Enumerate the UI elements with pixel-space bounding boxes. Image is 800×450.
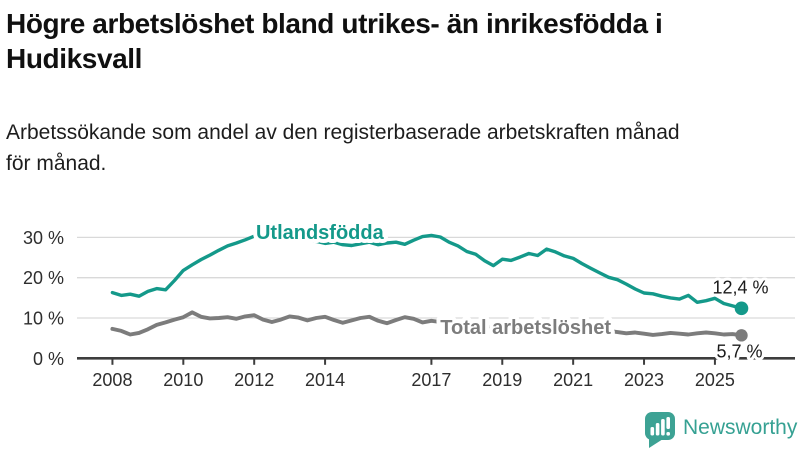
series-label-1: Total arbetslöshet — [440, 317, 611, 339]
series-value-label-0: 12,4 % — [712, 277, 768, 297]
newsworthy-wordmark: Newsworthy — [683, 416, 798, 439]
series-line-0 — [110, 229, 744, 310]
series-label-0: Utlandsfödda — [256, 222, 385, 244]
series-value-label-1: 5,7 % — [716, 341, 762, 361]
x-tick-label: 2008 — [92, 370, 132, 390]
x-tick-label: 2012 — [234, 370, 274, 390]
chart-title-line-2: Hudiksvall — [6, 43, 143, 74]
x-tick-label: 2021 — [553, 370, 593, 390]
chart-title-line-1: Högre arbetslöshet bland utrikes- än inr… — [6, 8, 663, 39]
x-tick-label: 2014 — [305, 370, 345, 390]
newsworthy-logo: Newsworthy — [645, 412, 798, 448]
series-end-dot-1 — [735, 329, 748, 342]
x-tick-label: 2017 — [411, 370, 451, 390]
newsworthy-icon — [645, 412, 675, 448]
y-tick-label: 10 % — [23, 309, 64, 329]
x-tick-label: 2025 — [695, 370, 735, 390]
series-end-dot-0 — [734, 301, 749, 316]
x-tick-label: 2023 — [624, 370, 664, 390]
x-tick-label: 2019 — [482, 370, 522, 390]
y-tick-label: 0 % — [33, 349, 64, 369]
y-tick-label: 30 % — [23, 228, 64, 248]
chart-title: Högre arbetslöshet bland utrikes- än inr… — [6, 6, 798, 76]
chart-subtitle-line-2: för månad. — [6, 152, 107, 175]
chart-subtitle: Arbetssökande som andel av den registerb… — [6, 117, 798, 179]
x-tick-label: 2010 — [163, 370, 203, 390]
series-line-1 — [110, 310, 744, 338]
y-tick-label: 20 % — [23, 268, 64, 288]
chart-subtitle-line-1: Arbetssökande som andel av den registerb… — [6, 121, 680, 144]
